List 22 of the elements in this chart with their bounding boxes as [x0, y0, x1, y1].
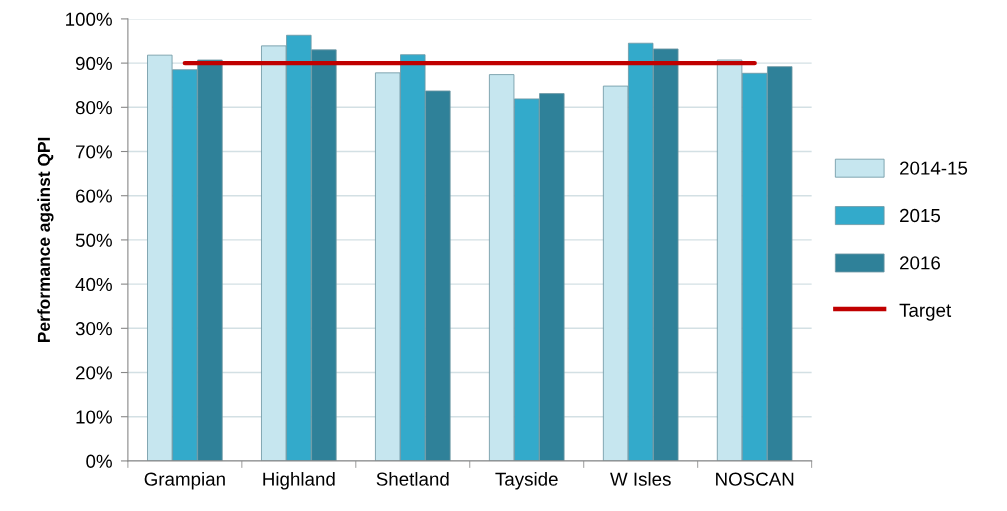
- x-tick-label: Grampian: [144, 472, 225, 490]
- y-tick-label: 80%: [75, 101, 112, 115]
- y-tick-label: 40%: [75, 277, 112, 292]
- y-tick-label: 50%: [75, 233, 112, 247]
- y-tick-label: 30%: [75, 322, 112, 336]
- y-tick-label: 70%: [76, 145, 112, 159]
- legend-label: 2016: [900, 256, 940, 270]
- y-tick-label: 10%: [76, 410, 112, 424]
- x-tick-label: Highland: [263, 472, 335, 490]
- y-axis-title: Performance against QPI: [37, 137, 54, 342]
- y-tick-label: 0%: [86, 454, 112, 468]
- y-tick-label: 100%: [66, 12, 112, 26]
- legend-label: Target: [899, 303, 952, 321]
- y-tick-label: 60%: [76, 189, 112, 203]
- x-tick-label: Shetland: [376, 472, 449, 486]
- x-tick-label: NOSCAN: [716, 472, 794, 486]
- x-tick-label: W Isles: [610, 472, 671, 486]
- legend-label: 2015: [900, 208, 941, 223]
- legend-label: 2014-15: [900, 161, 968, 175]
- y-tick-label: 20%: [76, 366, 112, 380]
- x-tick-label: Tayside: [495, 472, 558, 490]
- y-tick-label: 90%: [75, 56, 112, 71]
